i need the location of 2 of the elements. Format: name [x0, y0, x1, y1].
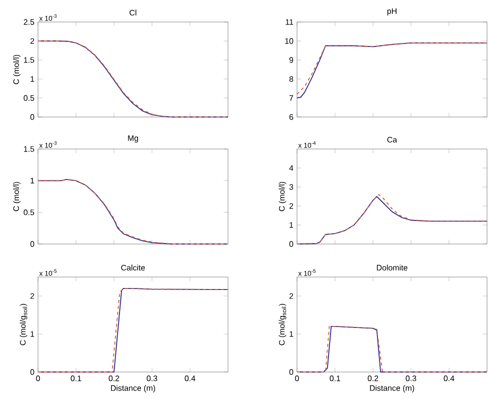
line-series	[38, 178, 228, 244]
line-series	[296, 326, 488, 372]
